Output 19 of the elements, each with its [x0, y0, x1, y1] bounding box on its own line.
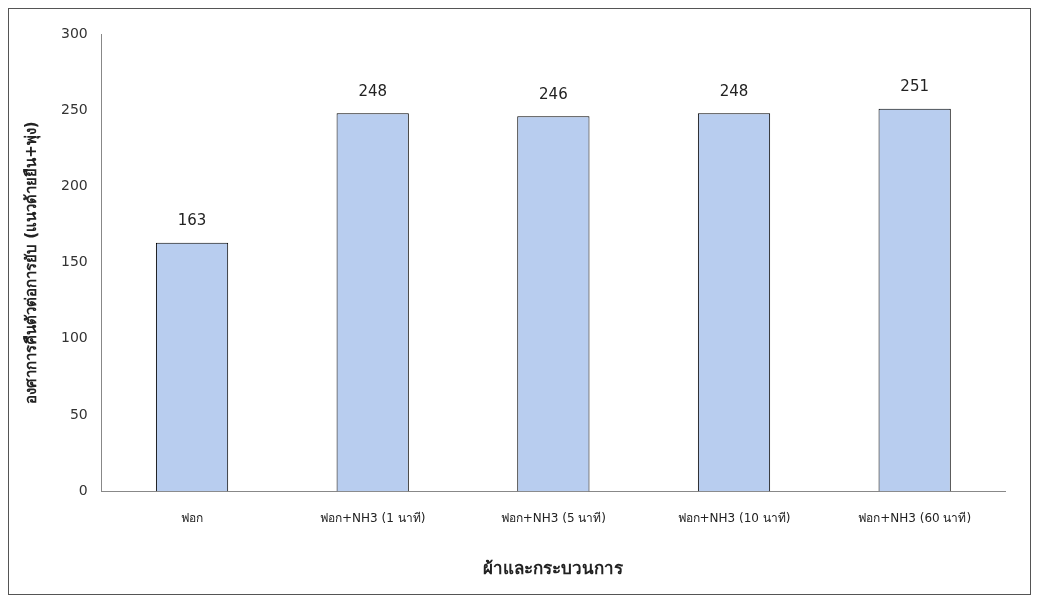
x-tick-label: ฟอก+NH3 (60 นาที) — [858, 510, 972, 525]
y-tick-label: 0 — [78, 481, 88, 498]
data-label: 248 — [719, 81, 749, 100]
y-tick-label: 250 — [60, 100, 88, 117]
y-tick-label: 50 — [69, 405, 88, 422]
x-tick-label: ฟอก+NH3 (1 นาที) — [320, 510, 426, 525]
data-label: 248 — [358, 81, 388, 100]
x-tick-label: ฟอก+NH3 (10 นาที) — [677, 510, 791, 525]
x-tick-label: ฟอก+NH3 (5 นาที) — [500, 510, 607, 525]
data-label: 246 — [539, 84, 568, 103]
data-label: 163 — [177, 211, 207, 230]
y-tick-label: 200 — [60, 177, 88, 194]
y-tick-label: 150 — [60, 253, 88, 270]
y-axis-title: องศาการคืนตัวต่อการยับ (แนวด้ายยืน+พุ่ง) — [21, 121, 41, 404]
y-tick-label: 300 — [60, 24, 88, 41]
data-label: 251 — [900, 77, 929, 96]
x-tick-label: ฟอก — [181, 510, 204, 525]
y-tick-label: 100 — [60, 329, 88, 346]
x-axis-title: ผ้าและกระบวนการ — [483, 558, 625, 579]
